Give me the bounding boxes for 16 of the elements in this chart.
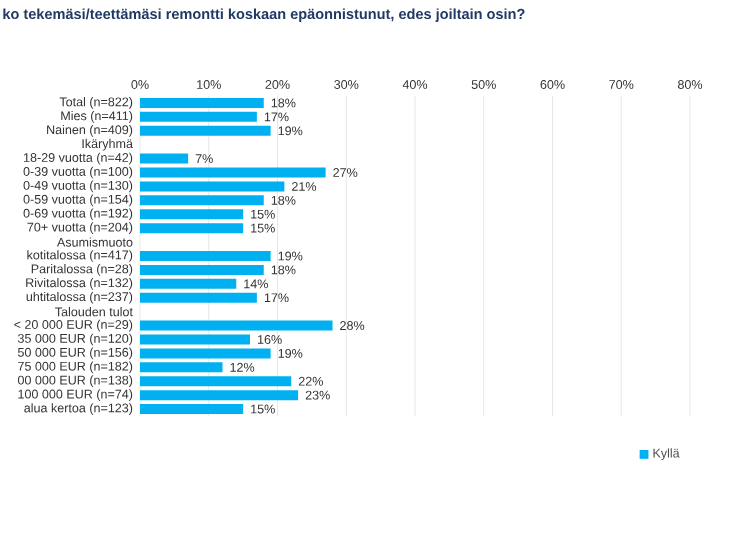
bar: [140, 209, 244, 220]
bar: [140, 97, 264, 108]
bar: [140, 153, 189, 164]
bar: [140, 362, 223, 373]
bar: [140, 390, 299, 401]
bar: [140, 195, 264, 206]
bar: [140, 348, 271, 359]
bar: [140, 111, 257, 122]
bar: [140, 223, 244, 234]
bar: [140, 125, 271, 136]
bar: [140, 278, 237, 289]
bar: [140, 251, 271, 261]
bar: [140, 292, 257, 303]
bar: [140, 404, 244, 415]
bar: [140, 264, 264, 275]
bar: [140, 376, 292, 387]
